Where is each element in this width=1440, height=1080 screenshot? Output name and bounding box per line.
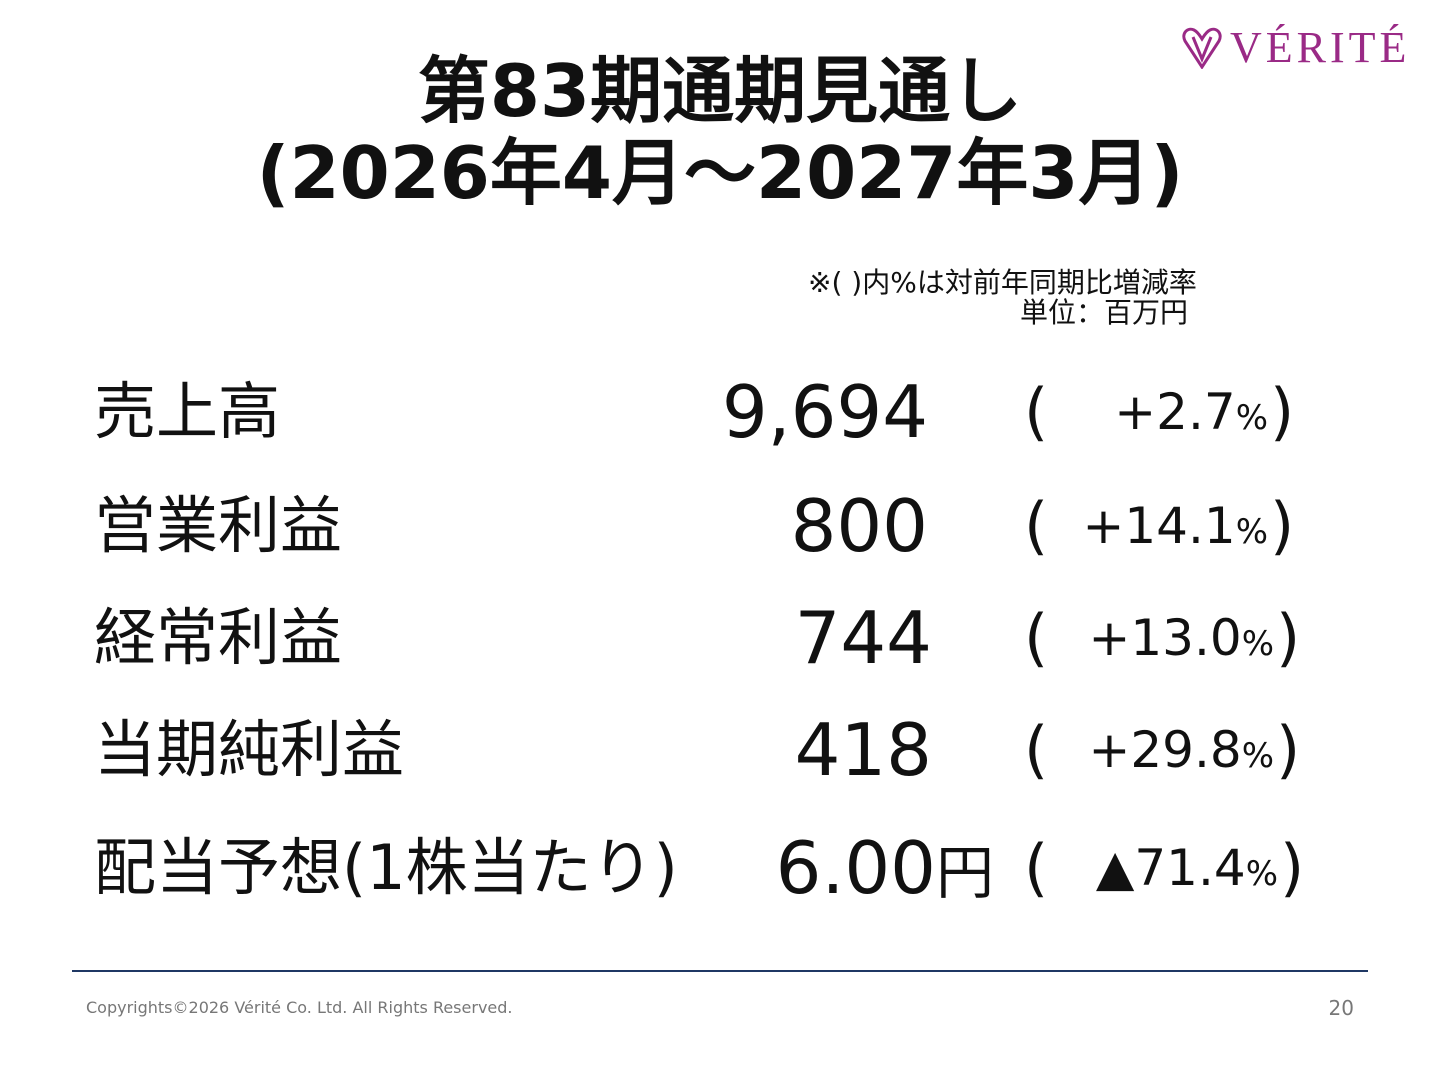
row-operating-income: 営業利益 800 ( +14.1% ) xyxy=(0,476,1440,576)
copyright-text: Copyrights©2026 Vérité Co. Ltd. All Righ… xyxy=(86,998,513,1017)
row-change: +13.0% xyxy=(1088,588,1274,694)
pct-sign: % xyxy=(1235,398,1268,438)
value-number: 800 xyxy=(790,484,928,568)
row-value: 744 xyxy=(795,588,932,693)
row-net-income: 当期純利益 418 ( +29.8% ) xyxy=(0,700,1440,800)
heart-v-icon xyxy=(1182,27,1222,69)
change-number: +13.0 xyxy=(1088,609,1242,667)
row-change: +29.8% xyxy=(1088,700,1274,806)
row-label: 営業利益 xyxy=(94,489,343,562)
pct-sign: % xyxy=(1241,624,1274,664)
page-number: 20 xyxy=(1328,996,1354,1020)
change-number: ▲71.4 xyxy=(1095,839,1246,897)
paren-open: ( xyxy=(1024,831,1049,904)
paren-open: ( xyxy=(1024,601,1049,674)
paren-close: ) xyxy=(1270,489,1295,562)
paren-open: ( xyxy=(1024,375,1049,448)
row-label: 配当予想(1株当たり) xyxy=(94,831,678,904)
logo-text: VÉRITÉ xyxy=(1230,23,1411,72)
value-unit: 円 xyxy=(935,839,994,907)
row-value: 6.00円 xyxy=(776,818,994,923)
paren-open: ( xyxy=(1024,713,1049,786)
value-number: 9,694 xyxy=(721,370,928,454)
paren-close: ) xyxy=(1270,375,1295,448)
paren-close: ) xyxy=(1280,831,1305,904)
paren-close: ) xyxy=(1276,601,1301,674)
pct-sign: % xyxy=(1241,736,1274,776)
row-dividend-forecast: 配当予想(1株当たり) 6.00円 ( ▲71.4% ) xyxy=(0,818,1440,918)
row-change: ▲71.4% xyxy=(1096,818,1278,924)
paren-close: ) xyxy=(1276,713,1301,786)
row-value: 800 xyxy=(791,476,928,581)
pct-sign: % xyxy=(1245,854,1278,894)
value-number: 744 xyxy=(794,596,932,680)
change-number: +29.8 xyxy=(1088,721,1242,779)
row-change: +14.1% xyxy=(1082,476,1268,582)
row-sales: 売上高 9,694 ( +2.7% ) xyxy=(0,362,1440,462)
verite-logo: VÉRITÉ xyxy=(1182,26,1410,70)
title-line-2: (2026年4月～2027年3月) xyxy=(256,131,1184,215)
row-ordinary-income: 経常利益 744 ( +13.0% ) xyxy=(0,588,1440,688)
page-title: 第83期通期見通し (2026年4月～2027年3月) xyxy=(0,50,1440,214)
row-label: 当期純利益 xyxy=(94,713,405,786)
row-value: 418 xyxy=(795,700,932,805)
pct-sign: % xyxy=(1235,512,1268,552)
footer-divider xyxy=(72,970,1368,972)
row-label: 売上高 xyxy=(94,375,281,448)
title-line-1: 第83期通期見通し xyxy=(417,49,1023,133)
change-number: +14.1 xyxy=(1082,497,1236,555)
row-value: 9,694 xyxy=(722,362,928,467)
value-number: 6.00 xyxy=(775,826,936,910)
change-number: +2.7 xyxy=(1114,383,1236,441)
value-number: 418 xyxy=(794,708,932,792)
row-change: +2.7% xyxy=(1114,362,1268,468)
unit-note: 単位：百万円 xyxy=(1020,296,1189,329)
percent-note: ※( )内%は対前年同期比増減率 xyxy=(808,266,1197,299)
paren-open: ( xyxy=(1024,489,1049,562)
row-label: 経常利益 xyxy=(94,601,343,674)
